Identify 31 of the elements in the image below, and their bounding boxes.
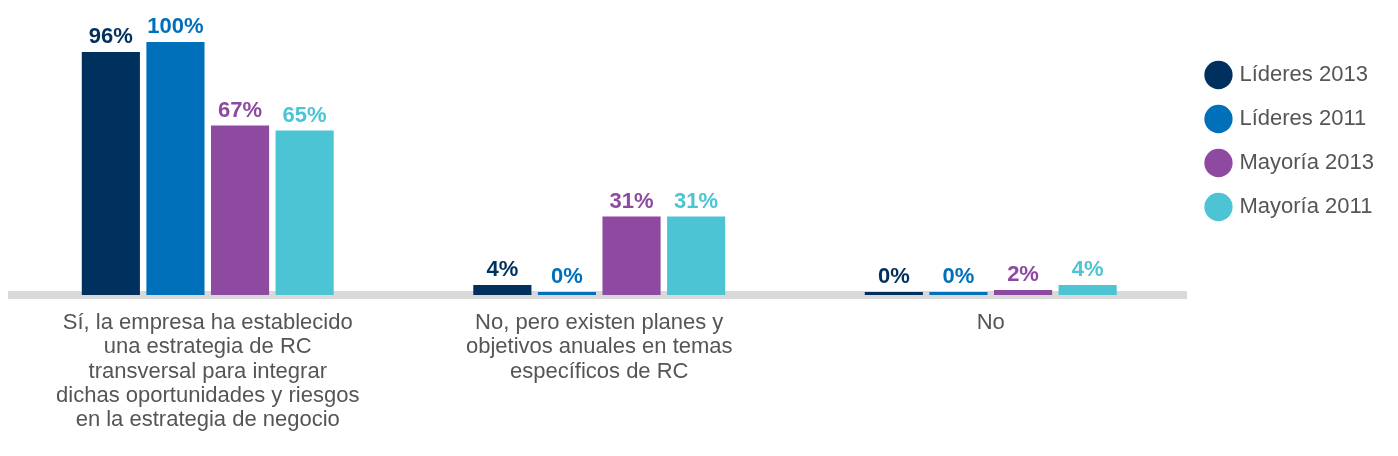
bar: [275, 130, 334, 295]
bar: [81, 52, 140, 295]
bar: [210, 125, 270, 295]
data-label: 96%: [88, 23, 133, 49]
data-label: 100%: [147, 13, 204, 39]
data-label: 0%: [877, 263, 910, 289]
bar: [537, 292, 597, 295]
legend-label: Líderes 2011: [1239, 105, 1367, 131]
x-tick-label: No, pero existen planes y objetivos anuales en temas específicos de RC: [465, 309, 733, 383]
bar: [146, 42, 205, 295]
data-label: 31%: [674, 187, 719, 213]
data-label: 31%: [609, 187, 654, 213]
legend-label: Mayoría 2011: [1239, 193, 1373, 219]
bar: [1058, 284, 1117, 295]
data-label: 67%: [218, 96, 263, 122]
bar: [993, 289, 1053, 295]
bar: [929, 292, 988, 295]
legend-label: Mayoría 2013: [1239, 149, 1375, 175]
bar: [864, 292, 923, 295]
data-label: 0%: [942, 263, 975, 289]
data-label: 4%: [486, 255, 519, 281]
x-tick-label: Sí, la empresa ha establecido una estrategia de RC transversal para integrar dichas oportunidades y riesgos en la estrategia de negocio: [56, 309, 360, 431]
data-label: 4%: [1071, 255, 1104, 281]
data-label: 65%: [282, 101, 327, 127]
data-label: 0%: [551, 263, 583, 289]
bar: [667, 216, 726, 295]
legend-label: Líderes 2013: [1239, 61, 1368, 87]
bar: [602, 216, 661, 295]
x-tick-label: No: [976, 309, 1005, 335]
data-label: 2%: [1007, 261, 1039, 286]
bar: [473, 284, 532, 295]
